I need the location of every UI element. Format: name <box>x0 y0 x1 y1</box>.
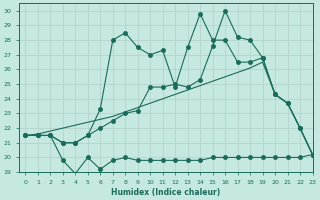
X-axis label: Humidex (Indice chaleur): Humidex (Indice chaleur) <box>111 188 220 197</box>
